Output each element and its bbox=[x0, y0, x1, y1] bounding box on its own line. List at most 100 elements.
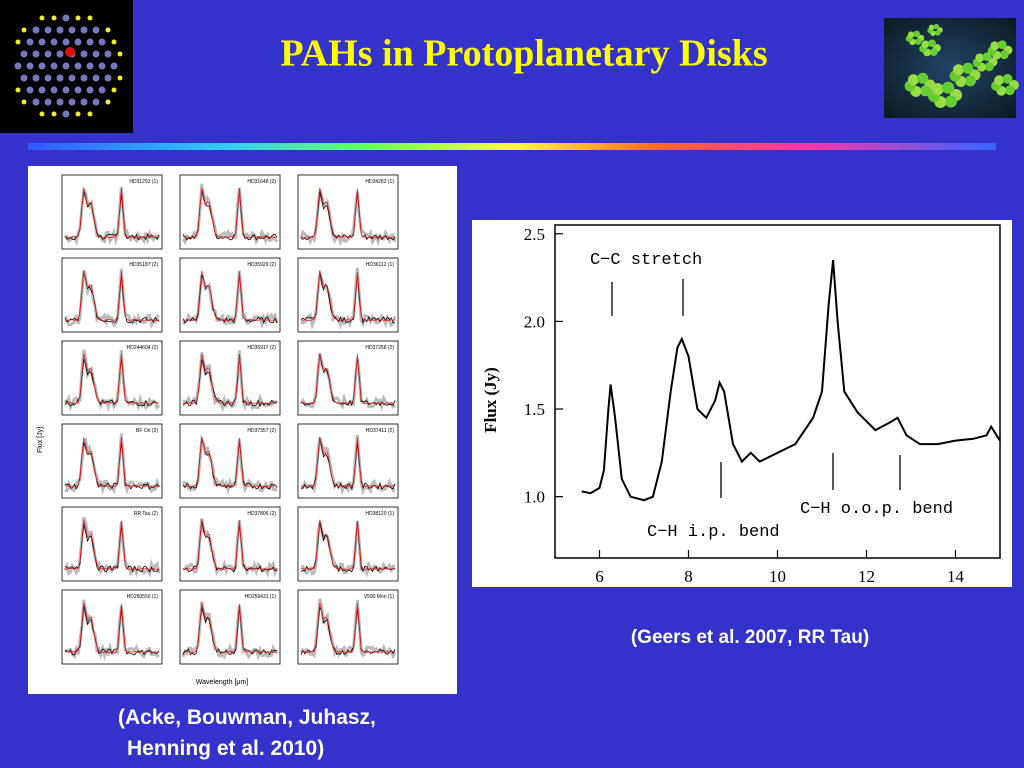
panel-label: HD244604 (2) bbox=[127, 345, 159, 351]
panel-label: RR Tau (2) bbox=[134, 511, 158, 517]
atom bbox=[44, 98, 52, 106]
x-tick-label: 10 bbox=[769, 567, 786, 586]
atom bbox=[92, 98, 100, 106]
atom bbox=[50, 86, 58, 94]
panel-curve bbox=[64, 602, 160, 653]
atom bbox=[934, 30, 941, 36]
atom bbox=[56, 50, 64, 58]
atom bbox=[982, 52, 992, 62]
panel-label: HD36112 (1) bbox=[366, 262, 395, 268]
panel-frame bbox=[179, 423, 281, 499]
atom bbox=[997, 40, 1007, 50]
panel-curve bbox=[300, 353, 396, 404]
panel-frame bbox=[179, 589, 281, 665]
atom bbox=[928, 39, 936, 48]
atom bbox=[20, 50, 28, 58]
right-figure bbox=[472, 220, 1012, 587]
panel-curve bbox=[64, 353, 160, 404]
panel-frame bbox=[297, 174, 399, 250]
atom bbox=[105, 27, 111, 33]
y-axis-label: Flux (Jy) bbox=[481, 367, 500, 433]
molecule-drawing bbox=[904, 23, 1019, 109]
caption: (Acke, Bouwman, Juhasz, bbox=[118, 706, 376, 729]
atom bbox=[117, 51, 123, 57]
atom bbox=[914, 38, 922, 45]
atom bbox=[32, 98, 40, 106]
atom bbox=[51, 111, 57, 117]
annotation: C−H i.p. bend bbox=[647, 523, 780, 542]
x-tick-label: 12 bbox=[858, 567, 875, 586]
spectrum-plot: 6 8 10 12 14 1.0 1.5 2.0 2.5 Flux (Jy) C−C stretch… bbox=[481, 224, 1001, 586]
panel-curve bbox=[300, 270, 396, 321]
annotation: C−H o.o.p. bend bbox=[800, 500, 953, 519]
panel-frame bbox=[297, 589, 399, 665]
panel-label: BF Ori (2) bbox=[136, 428, 158, 434]
atom bbox=[68, 74, 76, 82]
atom bbox=[74, 38, 82, 46]
panel-label: HD34282 (1) bbox=[365, 179, 394, 185]
left-figure bbox=[28, 166, 457, 694]
atom bbox=[80, 50, 88, 58]
atom bbox=[44, 74, 52, 82]
atom bbox=[944, 95, 957, 108]
panel-label: HD37806 (2) bbox=[247, 511, 276, 517]
panel-curve bbox=[300, 602, 396, 653]
panel-frame bbox=[297, 257, 399, 333]
atom bbox=[68, 98, 76, 106]
atom bbox=[86, 62, 94, 70]
atom bbox=[65, 47, 75, 57]
atom bbox=[32, 26, 40, 34]
atom bbox=[50, 62, 58, 70]
atom bbox=[921, 40, 930, 49]
panel-frame bbox=[297, 506, 399, 582]
atom bbox=[75, 111, 81, 117]
panel-curve bbox=[301, 519, 396, 570]
atom bbox=[928, 24, 935, 31]
atom bbox=[21, 99, 27, 105]
panel-curve bbox=[64, 270, 160, 321]
atom bbox=[80, 74, 88, 82]
atom bbox=[913, 30, 921, 38]
panel-frame bbox=[297, 423, 399, 499]
panel-frame bbox=[61, 506, 163, 582]
atom bbox=[15, 39, 21, 45]
panel-frame bbox=[179, 174, 281, 250]
panel-frame bbox=[61, 174, 163, 250]
caption: Henning et al. 2010) bbox=[127, 737, 324, 760]
atom bbox=[26, 62, 34, 70]
panel-label: HD36917 (2) bbox=[247, 345, 276, 351]
panel-label: HD35929 (2) bbox=[247, 262, 276, 268]
panel-label: HD37357 (2) bbox=[247, 428, 276, 434]
panel-label: HD250550 (1) bbox=[127, 594, 159, 600]
panel-frame bbox=[61, 257, 163, 333]
atom bbox=[39, 111, 45, 117]
atom bbox=[952, 64, 964, 76]
panel-frame bbox=[179, 340, 281, 416]
atom bbox=[929, 48, 938, 56]
atom bbox=[56, 98, 64, 106]
atom bbox=[964, 75, 976, 87]
atom bbox=[117, 75, 123, 81]
atom bbox=[98, 38, 106, 46]
atom bbox=[933, 23, 940, 30]
atom bbox=[1002, 74, 1013, 84]
atom bbox=[962, 62, 974, 74]
atom bbox=[56, 26, 64, 34]
atom bbox=[87, 15, 93, 21]
atom bbox=[32, 50, 40, 58]
panel-label: HD259431 (1) bbox=[245, 594, 277, 600]
atom bbox=[86, 86, 94, 94]
atom bbox=[75, 15, 81, 21]
atom bbox=[111, 39, 117, 45]
rainbow-bar bbox=[28, 143, 996, 150]
atom bbox=[32, 74, 40, 82]
atom bbox=[98, 86, 106, 94]
atom bbox=[44, 50, 52, 58]
atom bbox=[110, 62, 118, 70]
panel-label: HD37411 (2) bbox=[366, 428, 395, 434]
panel-curve bbox=[64, 519, 160, 570]
panel-label: HD38120 (1) bbox=[365, 511, 394, 517]
atom bbox=[984, 62, 994, 72]
